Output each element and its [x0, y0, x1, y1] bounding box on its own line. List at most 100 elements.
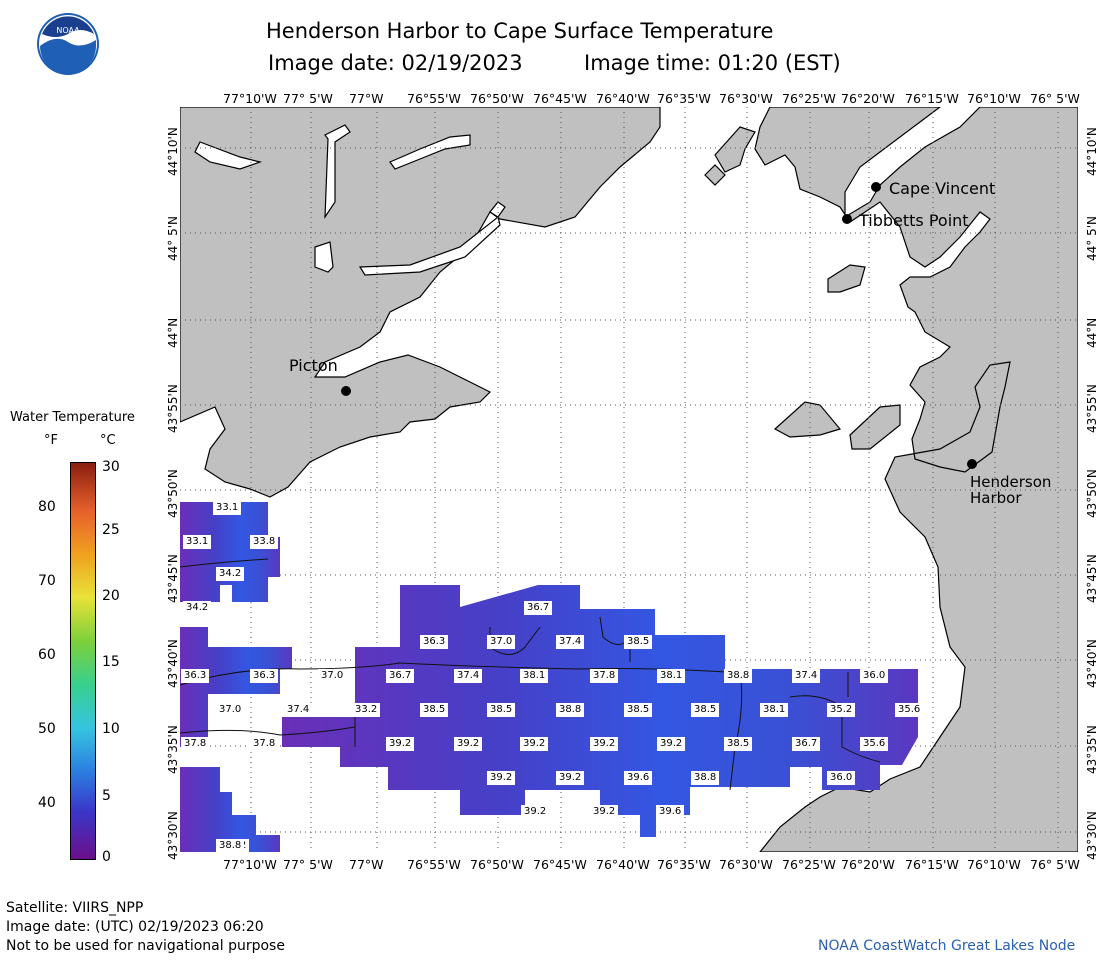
lat-tick-label: 44°10'N [166, 127, 180, 176]
noaa-logo: NOAA [36, 12, 100, 76]
temperature-value: 37.8 [181, 737, 210, 751]
temperature-value: 39.2 [386, 737, 415, 751]
temperature-value: 38.5 [691, 703, 720, 717]
temperature-value: 34.2 [216, 567, 245, 581]
temperature-value: 33.2 [352, 703, 381, 717]
fahrenheit-tick: 60 [38, 647, 56, 663]
lat-tick-label: 43°30'N [166, 811, 180, 860]
lat-tick-label: 43°30'N [1085, 811, 1099, 860]
temperature-value: 38.8 [724, 669, 753, 683]
bay-inlet-1 [324, 124, 351, 220]
celsius-tick: 10 [102, 721, 120, 737]
temperature-value: 36.7 [792, 737, 821, 751]
fahrenheit-tick: 40 [38, 795, 56, 811]
picton-label: Picton [289, 356, 338, 375]
celsius-tick: 0 [102, 849, 111, 865]
legend-unit-c: °C [100, 433, 116, 448]
temperature-value: 36.3 [181, 669, 210, 683]
lon-tick-label: 76°50'W [470, 857, 524, 872]
celsius-tick: 25 [102, 522, 120, 538]
lon-tick-label: 76°20'W [841, 91, 895, 106]
temperature-value: 38.5 [624, 703, 653, 717]
bay-inlet-3 [314, 241, 334, 273]
footer-utc-date: Image date: (UTC) 02/19/2023 06:20 [6, 919, 264, 935]
temperature-value: 39.2 [521, 805, 550, 819]
lat-tick-label: 44°10'N [1085, 127, 1099, 176]
temperature-value: 36.0 [860, 669, 889, 683]
temperature-value: 39.2 [657, 737, 686, 751]
lon-tick-label: 76°45'W [533, 857, 587, 872]
temperature-value: 35.6 [895, 703, 924, 717]
temperature-value: 38.8 [691, 771, 720, 785]
lon-tick-label: 76° 5'W [1030, 91, 1080, 106]
temperature-value: 39.2 [520, 737, 549, 751]
henderson-label-line1: Henderson [970, 473, 1052, 491]
celsius-tick: 30 [102, 459, 120, 475]
temperature-value: 39.2 [590, 737, 619, 751]
lon-tick-label: 76°35'W [657, 91, 711, 106]
bay-inlet-4 [358, 215, 501, 276]
lat-tick-label: 43°40'N [166, 639, 180, 688]
cape-vincent-marker [871, 182, 881, 192]
temperature-value: 34.2 [183, 601, 212, 615]
bay-inlet-2 [389, 134, 471, 170]
legend-unit-f: °F [44, 433, 58, 448]
lat-tick-label: 43°50'N [166, 469, 180, 518]
cape-vincent-label: Cape Vincent [889, 179, 996, 198]
lon-tick-label: 77°W [349, 91, 384, 106]
temperature-value: 37.0 [318, 669, 347, 683]
temperature-value: 36.7 [386, 669, 415, 683]
lon-tick-label: 76°45'W [533, 91, 587, 106]
lon-tick-label: 76°25'W [782, 857, 836, 872]
temperature-value: 35.6 [860, 737, 889, 751]
lat-tick-label: 43°45'N [1085, 554, 1099, 603]
temperature-value: 39.2 [487, 771, 516, 785]
land-fox-island [714, 126, 756, 173]
temperature-value: 38.5 [487, 703, 516, 717]
lat-tick-label: 44° 5'N [166, 216, 180, 261]
lat-tick-label: 43°55'N [166, 384, 180, 433]
temperature-value: 33.1 [213, 501, 242, 515]
lon-tick-label: 77° 5'W [283, 857, 333, 872]
color-scale-bar [70, 462, 96, 860]
lon-tick-label: 76°55'W [407, 857, 461, 872]
footer-warning: Not to be used for navigational purpose [6, 938, 285, 954]
image-date: Image date: 02/19/2023 [268, 51, 523, 75]
lon-tick-label: 77°10'W [223, 857, 277, 872]
celsius-tick: 20 [102, 588, 120, 604]
logo-text: NOAA [56, 26, 80, 35]
land-picton-peninsula [180, 107, 661, 498]
lon-tick-label: 76°55'W [407, 91, 461, 106]
land-cape-vincent [754, 107, 1078, 852]
land-small-island-4 [704, 164, 726, 186]
temperature-value: 37.0 [487, 635, 516, 649]
bay-inlet-5 [489, 201, 506, 218]
lon-tick-label: 76°40'W [596, 91, 650, 106]
lon-tick-label: 76°50'W [470, 91, 524, 106]
lon-tick-label: 76°15'W [905, 857, 959, 872]
temperature-value: 37.8 [590, 669, 619, 683]
map-panel: Cape Vincent Tibbetts Point Picton Hende… [180, 107, 1078, 853]
lon-tick-label: 76° 5'W [1030, 857, 1080, 872]
temperature-value: 38.8 [556, 703, 585, 717]
temperature-value: 38.1 [657, 669, 686, 683]
temperature-value: 39.2 [454, 737, 483, 751]
temperature-value: 38.8 [216, 839, 245, 853]
picton-marker [341, 386, 351, 396]
temperature-value: 37.0 [216, 703, 245, 717]
fahrenheit-tick: 80 [38, 499, 56, 515]
lat-tick-label: 43°40'N [1085, 639, 1099, 688]
tibbetts-point-label: Tibbetts Point [859, 211, 969, 230]
lat-tick-label: 43°50'N [1085, 469, 1099, 518]
lon-tick-label: 76°40'W [596, 857, 650, 872]
temperature-value: 36.0 [827, 771, 856, 785]
footer-satellite: Satellite: VIIRS_NPP [6, 900, 144, 916]
henderson-harbor-marker [967, 459, 977, 469]
temperature-value: 33.1 [183, 535, 212, 549]
lon-tick-label: 76°15'W [905, 91, 959, 106]
temperature-value: 38.1 [520, 669, 549, 683]
temperature-value: 37.4 [792, 669, 821, 683]
temperature-value: 38.1 [760, 703, 789, 717]
temperature-value: 35.2 [827, 703, 856, 717]
land-small-island-1 [773, 401, 842, 438]
